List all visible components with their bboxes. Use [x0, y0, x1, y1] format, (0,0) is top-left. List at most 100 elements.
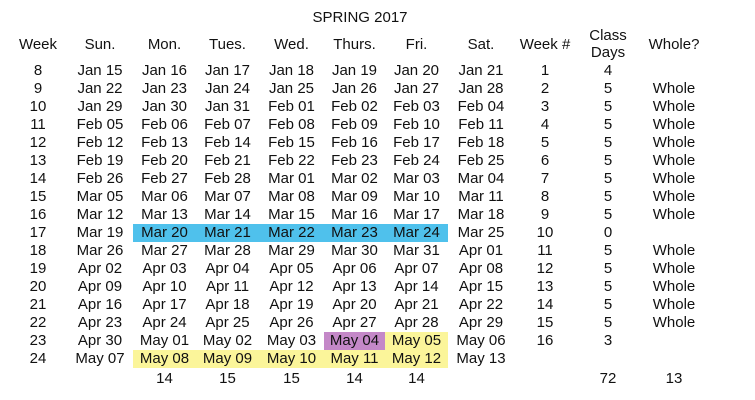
day-cell-sun: Mar 12 — [76, 206, 124, 223]
semester-calendar-table: Week Sun. Mon. Tues. Wed. Thurs. Fri. Sa… — [9, 26, 708, 390]
calendar-row: 23 Apr 30 May 01 May 02 May 03 May 04 May 05 Ma… — [9, 332, 708, 350]
day-cell-sun: Mar 05 — [76, 188, 124, 205]
day-cell-thu: May 11 — [324, 350, 385, 368]
day-cell-mon: Mar 13 — [141, 206, 188, 223]
day-cell-sat: Mar 18 — [457, 206, 505, 223]
day-cell-mon: Jan 16 — [141, 62, 188, 79]
week-cell: 21 — [29, 296, 47, 313]
calendar-row: 9 Jan 22 Jan 23 Jan 24 Jan 25 Jan 26 Jan 27 Jan… — [9, 80, 708, 98]
day-cell-sat: Feb 04 — [457, 98, 505, 115]
day-cell-thu: Jan 19 — [331, 62, 378, 79]
day-cell-tue: Mar 07 — [204, 188, 251, 205]
header-thu: Thurs. — [333, 35, 376, 53]
week-number-cell: 4 — [540, 116, 550, 133]
day-cell-mon: Apr 10 — [142, 278, 187, 295]
day-cell-sat: Mar 25 — [457, 224, 505, 241]
day-cell-mon: Apr 24 — [142, 314, 187, 331]
class-days-cell: 5 — [603, 188, 613, 205]
day-cell-mon: Mar 27 — [141, 242, 188, 259]
calendar-row: 15 Mar 05 Mar 06 Mar 07 Mar 08 Mar 09 Mar 10 Ma… — [9, 188, 708, 206]
day-cell-sun: Apr 02 — [77, 260, 123, 277]
header-sat: Sat. — [467, 35, 495, 53]
whole-cell: Whole — [652, 188, 696, 205]
class-days-cell: 3 — [603, 332, 613, 349]
week-number-cell: 12 — [536, 260, 554, 277]
whole-cell: Whole — [652, 170, 696, 187]
header-fri: Fri. — [405, 35, 428, 53]
day-cell-sat: May 13 — [456, 350, 506, 367]
day-cell-mon: Feb 13 — [141, 134, 188, 151]
total-fri: 14 — [408, 370, 425, 387]
day-cell-tue: Mar 28 — [204, 242, 251, 259]
total-whole: 13 — [665, 370, 683, 387]
week-cell: 23 — [29, 332, 47, 349]
whole-cell: Whole — [652, 80, 696, 97]
day-cell-mon: Jan 23 — [141, 80, 188, 97]
day-cell-wed: Feb 22 — [268, 152, 315, 169]
day-cell-sun: Mar 19 — [76, 224, 124, 241]
day-cell-fri: Feb 03 — [393, 98, 440, 115]
whole-cell — [640, 224, 708, 242]
day-cell-thu: Feb 16 — [331, 134, 378, 151]
calendar-row: 24 May 07 May 08 May 09 May 10 May 11 May 12 Ma… — [9, 350, 708, 368]
week-cell: 10 — [29, 98, 47, 115]
day-cell-sun: Feb 12 — [76, 134, 124, 151]
day-cell-wed: Jan 25 — [268, 80, 315, 97]
day-cell-wed: Apr 12 — [269, 278, 314, 295]
header-wed: Wed. — [274, 35, 309, 53]
whole-cell — [640, 332, 708, 350]
day-cell-mon: Apr 03 — [142, 260, 187, 277]
calendar-row: 14 Feb 26 Feb 27 Feb 28 Mar 01 Mar 02 Mar 03 Ma… — [9, 170, 708, 188]
week-number-cell: 13 — [536, 278, 554, 295]
day-cell-tue: Jan 17 — [204, 62, 251, 79]
day-cell-thu: Mar 02 — [331, 170, 378, 187]
header-week-number: Week # — [519, 35, 571, 53]
day-cell-sat: Apr 08 — [458, 260, 504, 277]
day-cell-thu: Feb 23 — [331, 152, 378, 169]
calendar-row: 12 Feb 12 Feb 13 Feb 14 Feb 15 Feb 16 Feb 17 Fe… — [9, 134, 708, 152]
day-cell-wed: May 03 — [266, 332, 317, 349]
day-cell-mon: Mar 20 — [133, 224, 196, 242]
day-cell-tue: Apr 11 — [205, 278, 250, 295]
calendar-row: 22 Apr 23 Apr 24 Apr 25 Apr 26 Apr 27 Apr 28 Ap… — [9, 314, 708, 332]
day-cell-sat: Jan 28 — [458, 80, 504, 97]
week-cell: 11 — [30, 116, 46, 133]
day-cell-fri: Jan 27 — [393, 80, 440, 97]
week-number-cell: 14 — [536, 296, 554, 313]
day-cell-tue: Apr 18 — [205, 296, 250, 313]
day-cell-tue: Feb 07 — [204, 116, 251, 133]
day-cell-fri: Mar 03 — [393, 170, 440, 187]
class-days-cell: 4 — [603, 62, 613, 79]
day-cell-thu: Apr 20 — [332, 296, 377, 313]
class-days-cell: 5 — [603, 314, 613, 331]
total-class-days: 72 — [599, 370, 617, 387]
header-class-days: Class Days — [589, 27, 627, 61]
week-cell: 15 — [29, 188, 47, 205]
week-number-cell: 16 — [536, 332, 554, 349]
day-cell-thu: Mar 23 — [324, 224, 385, 242]
day-cell-sat: Feb 18 — [457, 134, 505, 151]
day-cell-wed: May 10 — [259, 350, 324, 368]
week-cell: 22 — [29, 314, 47, 331]
day-cell-sun: Jan 29 — [77, 98, 123, 115]
calendar-row: 18 Mar 26 Mar 27 Mar 28 Mar 29 Mar 30 Mar 31 Ap… — [9, 242, 708, 260]
day-cell-wed: Mar 29 — [268, 242, 315, 259]
class-days-cell — [576, 350, 640, 368]
day-cell-fri: Mar 17 — [393, 206, 440, 223]
day-cell-thu: Mar 09 — [331, 188, 378, 205]
week-number-cell — [514, 350, 576, 368]
day-cell-wed: Mar 22 — [259, 224, 324, 242]
day-cell-mon: Apr 17 — [142, 296, 187, 313]
whole-cell: Whole — [652, 278, 696, 295]
day-cell-wed: Apr 05 — [269, 260, 314, 277]
calendar-row: 16 Mar 12 Mar 13 Mar 14 Mar 15 Mar 16 Mar 17 Ma… — [9, 206, 708, 224]
whole-cell: Whole — [652, 98, 696, 115]
day-cell-sat: Feb 25 — [457, 152, 505, 169]
week-cell: 24 — [29, 350, 47, 367]
day-cell-sun: Feb 19 — [76, 152, 124, 169]
day-cell-sun: Feb 05 — [76, 116, 124, 133]
week-cell: 18 — [29, 242, 47, 259]
week-number-cell: 15 — [536, 314, 554, 331]
day-cell-sat: Apr 01 — [458, 242, 504, 259]
totals-row: 14 15 15 14 14 72 13 — [9, 368, 708, 390]
